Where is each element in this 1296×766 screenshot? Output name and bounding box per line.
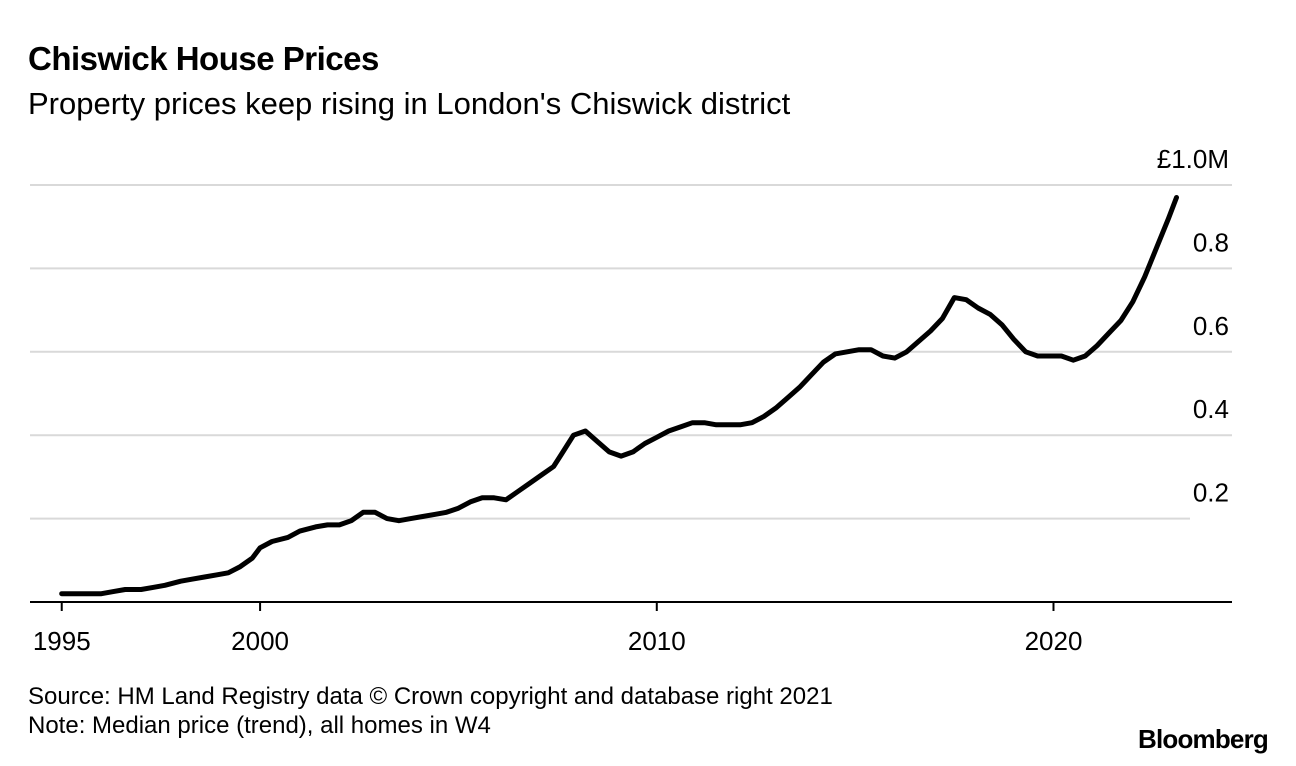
footnote: Note: Median price (trend), all homes in… bbox=[28, 712, 491, 739]
chart-subtitle: Property prices keep rising in London's … bbox=[28, 86, 791, 121]
y-tick-label: 0.6 bbox=[1193, 311, 1229, 341]
tick-labels: 0.2 0.4 0.6 0.8 £1.0M 1995 2000 2010 2020 bbox=[33, 144, 1229, 656]
x-tick-label: 2010 bbox=[628, 626, 686, 656]
x-tick-label: 2000 bbox=[231, 626, 289, 656]
y-tick-label: 0.8 bbox=[1193, 227, 1229, 257]
x-tick-label: 2020 bbox=[1025, 626, 1083, 656]
source-note: Source: HM Land Registry data © Crown co… bbox=[28, 683, 833, 710]
y-tick-label: 0.2 bbox=[1193, 478, 1229, 508]
series-line-0 bbox=[59, 195, 1179, 597]
x-tick-label: 1995 bbox=[33, 626, 91, 656]
bloomberg-logo: Bloomberg bbox=[1137, 724, 1269, 754]
series-group bbox=[59, 195, 1179, 597]
axes bbox=[30, 601, 1232, 611]
chart-title: Chiswick House Prices bbox=[28, 40, 379, 77]
y-tick-label: £1.0M bbox=[1157, 144, 1229, 174]
y-tick-label: 0.4 bbox=[1193, 394, 1229, 424]
gridlines bbox=[30, 184, 1232, 520]
